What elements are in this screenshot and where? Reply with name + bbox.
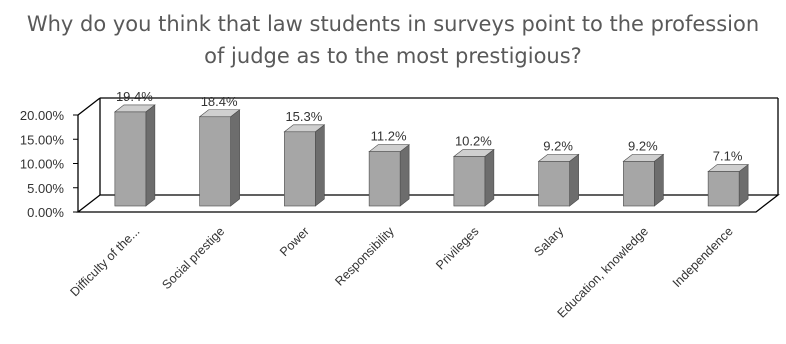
chart-title: Why do you think that law students in su… xyxy=(0,8,786,72)
y-tick-label: 20.00% xyxy=(20,108,65,123)
y-tick-label: 5.00% xyxy=(27,181,64,196)
category-label: Salary xyxy=(531,224,566,259)
bar xyxy=(199,116,231,207)
data-label: 9.2% xyxy=(628,138,658,153)
bar xyxy=(284,131,316,207)
chart-title-line-2: of judge as to the most prestigious? xyxy=(204,44,582,68)
category-label: Independence xyxy=(670,224,736,290)
bar xyxy=(114,111,147,207)
bar-side xyxy=(484,148,495,207)
bar xyxy=(453,156,486,207)
chart-floor xyxy=(76,194,780,213)
bar xyxy=(707,171,740,207)
data-label: 11.2% xyxy=(371,129,407,144)
category-label: Difficulty of the... xyxy=(67,224,142,299)
axis-corner-line xyxy=(77,97,101,116)
category-label: Privileges xyxy=(433,224,481,272)
bar-side xyxy=(230,109,240,207)
y-tick-label: 15.00% xyxy=(20,132,65,147)
category-label: Social prestige xyxy=(159,224,227,292)
chart-title-line-1: Why do you think that law students in su… xyxy=(26,12,760,36)
bar-side xyxy=(569,153,579,207)
bar-side xyxy=(399,144,410,207)
category-label: Responsibility xyxy=(332,224,397,289)
data-label: 18.4% xyxy=(201,94,238,109)
data-label: 10.2% xyxy=(455,134,492,149)
y-tick-label: 10.00% xyxy=(20,157,65,172)
category-label: Power xyxy=(277,224,312,259)
bar xyxy=(368,151,401,207)
bar-side xyxy=(654,153,664,207)
data-label: 19.4% xyxy=(116,89,153,104)
bar-side xyxy=(315,124,325,207)
bar xyxy=(538,161,570,207)
category-label: Education, knowledge xyxy=(555,224,651,320)
bar-side xyxy=(145,104,156,207)
y-tick-label: 0.00% xyxy=(27,205,64,220)
data-label: 15.3% xyxy=(285,109,322,124)
data-label: 7.1% xyxy=(713,149,743,164)
bar xyxy=(623,161,655,207)
data-label: 9.2% xyxy=(543,138,573,153)
